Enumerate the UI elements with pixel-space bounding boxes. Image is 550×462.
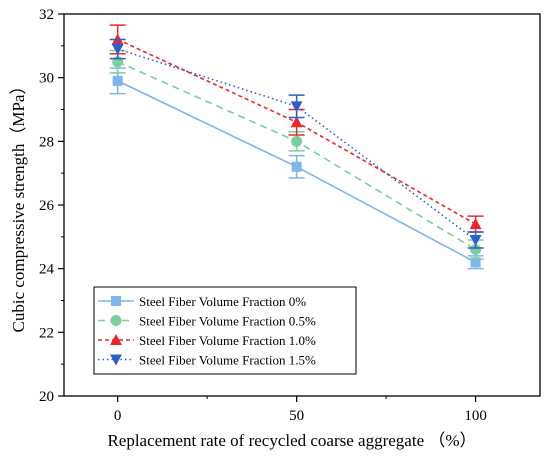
y-tick-label: 30 xyxy=(39,71,54,87)
x-tick-label: 0 xyxy=(114,408,122,424)
data-point xyxy=(469,218,482,230)
data-point xyxy=(111,44,124,56)
data-point xyxy=(290,101,303,113)
data-point xyxy=(112,75,123,86)
data-point xyxy=(290,116,303,128)
legend-marker xyxy=(110,354,122,366)
y-tick-label: 20 xyxy=(39,389,54,405)
axis-ticks: 0 50 100 20 22 24 26 28 30 32 xyxy=(39,7,487,424)
x-tick-label: 100 xyxy=(464,408,487,424)
series-2 xyxy=(109,24,484,233)
legend-label: Steel Fiber Volume Fraction 0.5% xyxy=(139,314,316,329)
y-tick-label: 32 xyxy=(39,7,54,23)
data-point xyxy=(470,257,481,268)
legend-label: Steel Fiber Volume Fraction 0% xyxy=(139,294,306,309)
legend-label: Steel Fiber Volume Fraction 1.5% xyxy=(139,353,316,368)
data-point xyxy=(291,161,302,172)
series-0 xyxy=(109,67,484,270)
data-point xyxy=(469,235,482,247)
data-point xyxy=(470,244,482,256)
x-axis-title: Replacement rate of recycled coarse aggr… xyxy=(107,431,476,450)
y-tick-label: 26 xyxy=(39,198,55,214)
x-tick-label: 50 xyxy=(289,408,304,424)
y-axis-title: Cubic compressive strength（MPa） xyxy=(9,78,28,333)
series-1 xyxy=(109,49,484,260)
legend-marker xyxy=(111,296,121,306)
series-layer xyxy=(109,24,484,270)
y-tick-label: 28 xyxy=(39,134,54,150)
y-tick-label: 22 xyxy=(39,325,54,341)
legend-marker xyxy=(110,315,122,326)
legend-marker xyxy=(110,334,122,345)
series-3 xyxy=(109,38,484,249)
legend-box xyxy=(93,286,357,375)
legend: Steel Fiber Volume Fraction 0% Steel Fibe… xyxy=(93,286,357,375)
legend-label: Steel Fiber Volume Fraction 1.0% xyxy=(139,333,316,348)
data-point xyxy=(291,135,303,147)
y-tick-label: 24 xyxy=(39,262,55,278)
